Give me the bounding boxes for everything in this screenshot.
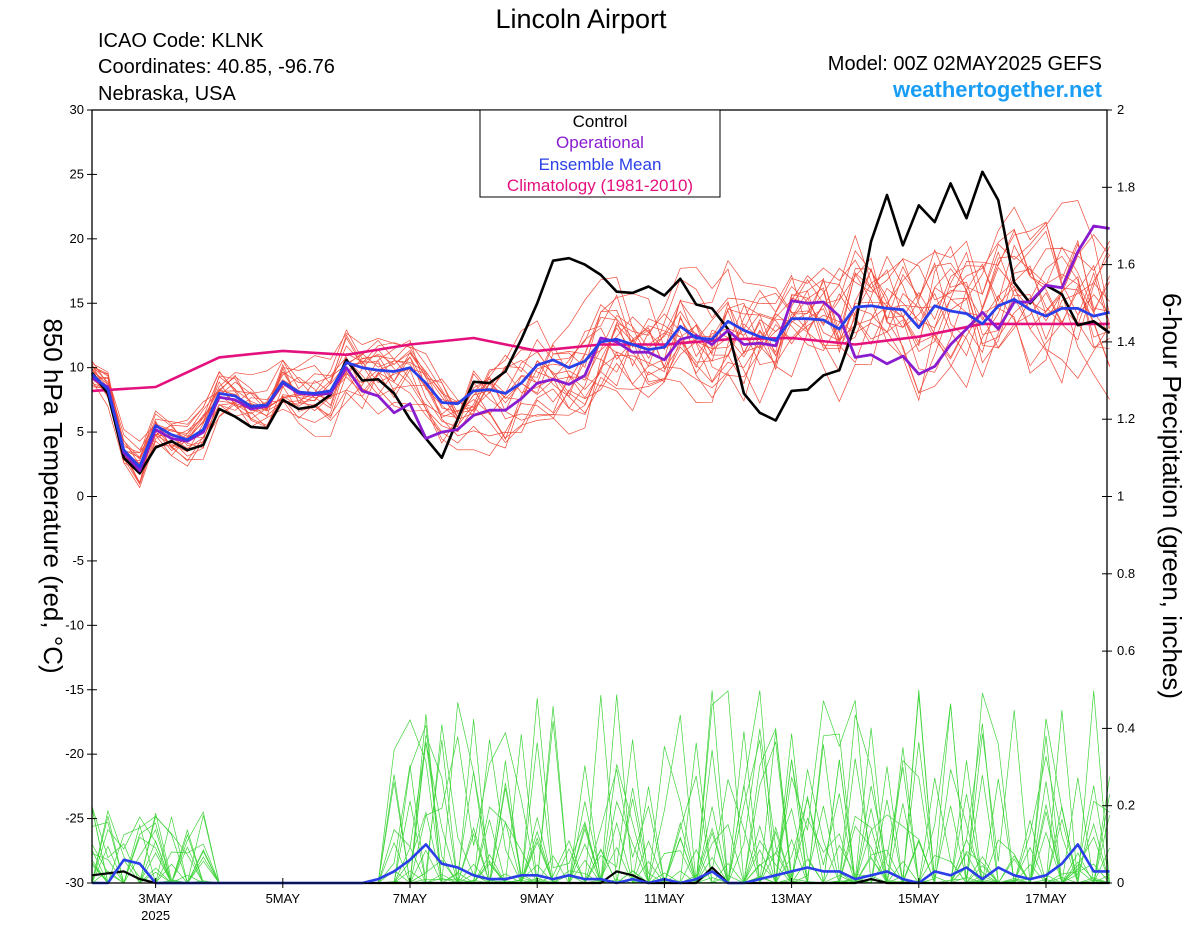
legend: Control Operational Ensemble Mean Climat…	[479, 109, 721, 198]
y-tick-label: -25	[65, 811, 84, 826]
y2-tick-label: 1	[1117, 489, 1124, 504]
chart-title: Lincoln Airport	[495, 4, 667, 34]
temp-member-line	[91, 246, 1110, 476]
y2-tick-label: 2	[1117, 102, 1124, 117]
y-tick-label: 10	[70, 360, 84, 375]
legend-operational: Operational	[556, 133, 644, 152]
y-tick-label: -5	[72, 553, 84, 568]
legend-control: Control	[573, 112, 628, 131]
precip-member-line	[91, 695, 1110, 885]
temp-member-line	[91, 248, 1110, 461]
precip-member-line	[91, 739, 1110, 884]
legend-box	[479, 109, 721, 198]
y2-tick-label: 1.8	[1117, 179, 1135, 194]
precip-member-line	[91, 721, 1110, 884]
precip-member-line	[91, 690, 1110, 885]
mean-line	[91, 297, 1110, 469]
y-tick-label: -10	[65, 617, 84, 632]
axes: 302520151050-5-10-15-20-25-3021.81.61.41…	[65, 102, 1135, 923]
ensemble-members	[91, 200, 1110, 885]
precip-member-line	[91, 728, 1110, 884]
x-tick-label: 5MAY	[266, 891, 301, 906]
y-tick-label: 25	[70, 166, 84, 181]
x-tick-label: 13MAY	[771, 891, 813, 906]
x-tick-label: 11MAY	[644, 891, 685, 906]
precip-member-line	[92, 694, 1110, 884]
icao-code: ICAO Code: KLNK	[98, 30, 264, 52]
y-tick-label: -30	[65, 875, 84, 890]
y2-tick-label: 0.4	[1117, 720, 1135, 735]
y-tick-label: 15	[70, 295, 84, 310]
y-tick-label: 30	[70, 102, 84, 117]
precip-member-line	[91, 710, 1110, 884]
legend-climatology: Climatology (1981-2010)	[507, 176, 693, 195]
precip-member-line	[91, 718, 1110, 884]
y-tick-label: 5	[77, 424, 84, 439]
y2-axis-label: 6-hour Precipitation (green, inches)	[1157, 293, 1187, 699]
precip-member-line	[91, 689, 1110, 884]
y2-tick-label: 0.8	[1117, 566, 1135, 581]
y2-tick-label: 0.6	[1117, 643, 1135, 658]
y2-tick-label: 1.6	[1117, 257, 1135, 272]
precip-member-line	[92, 727, 1110, 885]
precip-member-line	[91, 690, 1110, 884]
precip-member-line	[91, 714, 1110, 884]
temp-member-line	[91, 229, 1110, 485]
x-tick-label: 3MAY	[138, 891, 173, 906]
site-link[interactable]: weathertogether.net	[892, 77, 1103, 102]
precip-member-line	[91, 694, 1110, 885]
temp-member-line	[91, 251, 1110, 459]
legend-mean: Ensemble Mean	[539, 155, 662, 174]
y-tick-label: -15	[65, 682, 84, 697]
control-line	[90, 170, 1111, 475]
operational-line	[91, 224, 1110, 473]
coordinates: Coordinates: 40.85, -96.76	[98, 56, 335, 78]
temp-member-line	[91, 206, 1110, 459]
precip-member-line	[91, 690, 1110, 885]
x-tick-label: 9MAY	[520, 891, 555, 906]
temp-member-line	[91, 255, 1110, 471]
temp-member-line	[91, 273, 1110, 475]
y2-tick-label: 0.2	[1117, 798, 1135, 813]
y2-tick-label: 0	[1117, 875, 1124, 890]
precip-member-line	[91, 733, 1110, 885]
precip-member-line	[92, 710, 1110, 884]
temp-member-line	[91, 255, 1110, 475]
temp-member-line	[91, 240, 1110, 489]
y2-tick-label: 1.2	[1117, 411, 1135, 426]
x-tick-sublabel: 2025	[141, 908, 170, 923]
y-tick-label: -20	[65, 746, 84, 761]
temp-member-line	[91, 259, 1110, 486]
temp-member-line	[91, 244, 1110, 466]
x-tick-label: 7MAY	[393, 891, 428, 906]
temp-member-line	[91, 258, 1110, 484]
temp-member-line	[91, 221, 1110, 451]
precip-member-line	[92, 719, 1110, 885]
y-tick-label: 0	[77, 489, 84, 504]
plot-frame	[91, 109, 1108, 884]
x-tick-label: 17MAY	[1025, 891, 1067, 906]
y-tick-label: 20	[70, 231, 84, 246]
y2-tick-label: 1.4	[1117, 334, 1135, 349]
region: Nebraska, USA	[98, 83, 236, 105]
model-run: Model: 00Z 02MAY2025 GEFS	[828, 53, 1102, 75]
x-tick-label: 15MAY	[898, 891, 940, 906]
y-axis-label: 850 hPa Temperature (red, °C)	[38, 318, 68, 673]
climatology-line	[91, 322, 1110, 393]
